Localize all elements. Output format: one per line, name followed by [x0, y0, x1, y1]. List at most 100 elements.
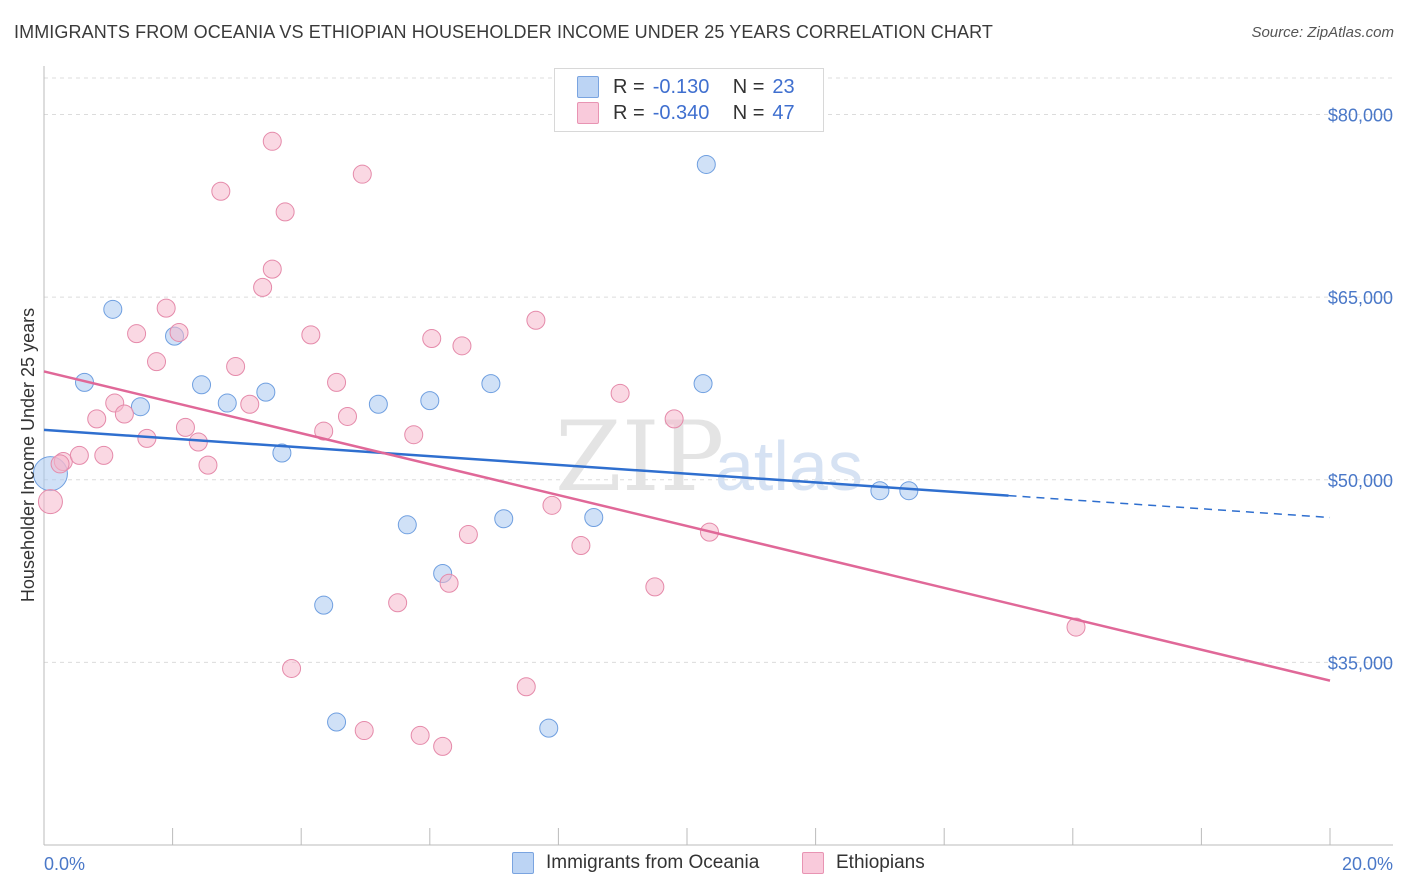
x-tick-label: 20.0%: [1342, 854, 1393, 874]
trendline-ethiopians: [43, 370, 1331, 682]
bottom-legend-ethiopians: Ethiopians: [802, 852, 925, 874]
point-ethiopians: [50, 454, 70, 474]
point-oceania: [870, 481, 890, 501]
legend-n-value: 23: [772, 75, 795, 98]
watermark-atlas: atlas: [715, 427, 863, 505]
correlation-legend: R = -0.130 N = 23 R = -0.340 N = 47: [554, 68, 824, 132]
watermark: ZIP atlas: [555, 401, 863, 513]
point-ethiopians: [439, 573, 459, 593]
trendline-oceania: [43, 428, 1009, 497]
legend-r-label: R =: [613, 101, 645, 124]
y-tick-label: $50,000: [1328, 471, 1393, 491]
point-ethiopians: [458, 525, 478, 545]
point-ethiopians: [211, 181, 231, 201]
point-ethiopians: [275, 202, 295, 222]
trend-lines: [43, 370, 1331, 682]
point-ethiopians: [352, 164, 372, 184]
point-ethiopians: [404, 425, 424, 445]
point-oceania: [368, 394, 388, 414]
point-ethiopians: [301, 325, 321, 345]
point-ethiopians: [354, 721, 374, 741]
point-ethiopians: [433, 736, 453, 756]
point-ethiopians: [169, 322, 189, 342]
bottom-legend-swatch-ethiopians: [802, 852, 824, 874]
point-oceania: [272, 443, 292, 463]
point-ethiopians: [526, 310, 546, 330]
legend-n-label: N =: [732, 101, 765, 124]
point-ethiopians: [226, 357, 246, 377]
point-ethiopians: [114, 404, 134, 424]
point-ethiopians: [516, 677, 536, 697]
point-ethiopians: [388, 593, 408, 613]
axes: [43, 66, 1393, 846]
bottom-legend-label-ethiopians: Ethiopians: [836, 852, 925, 873]
legend-r-value: -0.130: [652, 75, 710, 98]
point-oceania: [256, 382, 276, 402]
legend-swatch-ethiopians: [577, 102, 599, 124]
source-label: Source: ZipAtlas.com: [1251, 24, 1394, 41]
legend-row-oceania: R = -0.130 N = 23: [577, 74, 795, 100]
point-oceania: [693, 374, 713, 394]
point-ethiopians: [542, 495, 562, 515]
point-ethiopians: [1066, 617, 1086, 637]
point-ethiopians: [452, 336, 472, 356]
point-ethiopians: [262, 131, 282, 151]
x-tick-label: 0.0%: [44, 854, 85, 874]
point-ethiopians: [282, 658, 302, 678]
point-ethiopians: [327, 372, 347, 392]
point-oceania: [192, 375, 212, 395]
point-ethiopians: [69, 445, 89, 465]
point-ethiopians: [664, 409, 684, 429]
point-ethiopians: [175, 417, 195, 437]
point-oceania: [217, 393, 237, 413]
point-ethiopians: [610, 383, 630, 403]
point-ethiopians: [422, 329, 442, 349]
point-oceania: [327, 712, 347, 732]
legend-r-value: -0.340: [652, 101, 710, 124]
data-points: [32, 131, 1086, 756]
point-ethiopians: [337, 406, 357, 426]
legend-swatch-oceania: [577, 76, 599, 98]
point-ethiopians: [314, 421, 334, 441]
point-oceania: [420, 391, 440, 411]
point-ethiopians: [87, 409, 107, 429]
y-tick-label: $35,000: [1328, 653, 1393, 673]
point-ethiopians: [253, 277, 273, 297]
point-oceania: [494, 509, 514, 529]
gridlines: [44, 77, 1393, 663]
trendline-oceania-extension: [1008, 494, 1331, 519]
point-oceania: [899, 481, 919, 501]
point-ethiopians: [645, 577, 665, 597]
point-oceania: [584, 508, 604, 528]
legend-n-value: 47: [772, 101, 795, 124]
y-tick-label: $65,000: [1328, 288, 1393, 308]
point-ethiopians: [127, 324, 147, 344]
point-ethiopians: [198, 455, 218, 475]
point-ethiopians: [240, 394, 260, 414]
point-ethiopians: [262, 259, 282, 279]
legend-row-ethiopians: R = -0.340 N = 47: [577, 100, 795, 126]
y-tick-label: $80,000: [1328, 106, 1393, 126]
point-ethiopians: [37, 489, 63, 515]
chart-title: IMMIGRANTS FROM OCEANIA VS ETHIOPIAN HOU…: [14, 22, 993, 42]
point-ethiopians: [410, 725, 430, 745]
point-oceania: [539, 718, 559, 738]
point-oceania: [314, 595, 334, 615]
bottom-legend-oceania: Immigrants from Oceania: [512, 852, 759, 874]
legend-n-label: N =: [732, 75, 765, 98]
point-ethiopians: [147, 352, 167, 372]
point-oceania: [696, 154, 716, 174]
watermark-zip: ZIP: [555, 401, 724, 513]
point-ethiopians: [571, 536, 591, 556]
point-ethiopians: [94, 445, 114, 465]
point-ethiopians: [156, 298, 176, 318]
point-oceania: [103, 299, 123, 319]
point-oceania: [397, 515, 417, 535]
bottom-legend-swatch-oceania: [512, 852, 534, 874]
tick-labels: $35,000 $50,000 $65,000 $80,000 0.0% 20.0%: [44, 106, 1393, 874]
legend-r-label: R =: [613, 75, 645, 98]
y-axis-label: Householder Income Under 25 years: [18, 308, 38, 602]
point-oceania: [481, 374, 501, 394]
point-oceania: [130, 397, 150, 417]
